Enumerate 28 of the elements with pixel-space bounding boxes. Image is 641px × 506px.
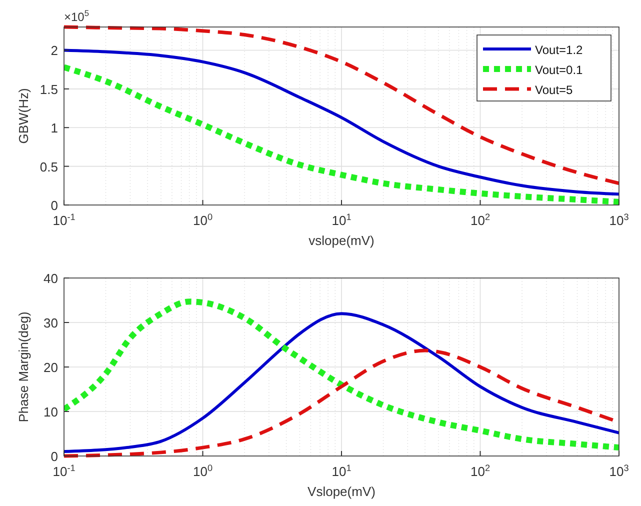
y-tick-label: 0.5 — [40, 159, 58, 174]
y-axis-title: Phase Margin(deg) — [16, 312, 31, 422]
x-tick-label: 10$^{1}$ — [332, 212, 352, 228]
y-tick-label: 1.5 — [40, 82, 58, 97]
y-tick-label: 2 — [50, 43, 58, 58]
x-axis-title: vslope(mV) — [308, 233, 374, 248]
x-tick-label: 10$^{3}$ — [609, 212, 629, 228]
x-tick-label: 10$^{3}$ — [609, 463, 629, 479]
y-tick-label: 10 — [44, 404, 58, 420]
x-tick-label: 10$^{2}$ — [470, 463, 490, 479]
x-axis-title: Vslope(mV) — [308, 484, 376, 499]
y-tick-label: 40 — [44, 271, 58, 286]
x-tick-label: 10$^{0}$ — [192, 463, 213, 479]
y-tick-label: 1 — [50, 120, 58, 136]
y-tick-label: 0 — [50, 198, 58, 213]
legend-label: Vout=5 — [535, 83, 574, 97]
y-axis-title: GBW(Hz) — [16, 88, 31, 144]
x-tick-label: 10$^{-1}$ — [52, 463, 76, 479]
x-tick-label: 10$^{-1}$ — [52, 212, 76, 228]
text: ×10$^{5}$ — [64, 8, 90, 24]
x-tick-label: 10$^{2}$ — [470, 212, 490, 228]
y-tick-label: 20 — [44, 360, 58, 375]
x-tick-label: 10$^{1}$ — [332, 463, 352, 479]
y-tick-label: 0 — [50, 449, 58, 464]
x-tick-label: 10$^{0}$ — [192, 212, 213, 228]
legend-label: Vout=0.1 — [535, 63, 584, 77]
legend-label: Vout=1.2 — [535, 43, 584, 57]
y-tick-label: 30 — [44, 316, 58, 330]
